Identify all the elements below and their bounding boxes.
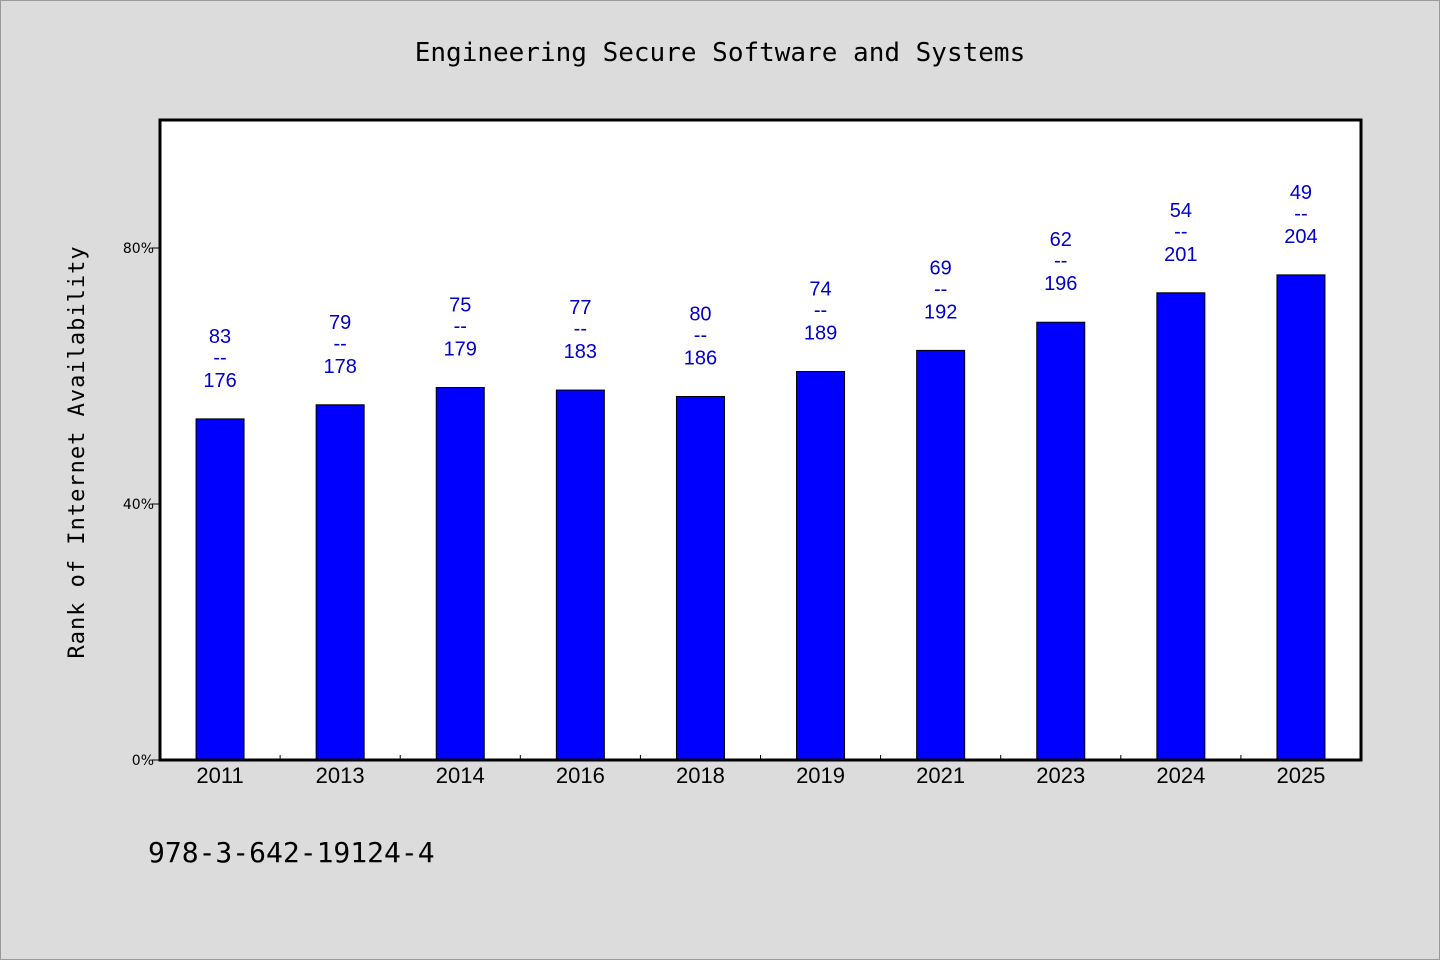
data-label-2021-bottom: 192	[924, 301, 957, 323]
data-label-2025-bottom: 204	[1284, 226, 1317, 248]
data-label-2019-sep: --	[814, 300, 827, 322]
data-label-2014-top: 75	[449, 295, 471, 317]
data-label-2019-bottom: 189	[804, 323, 837, 345]
data-label-2021-sep: --	[934, 278, 947, 300]
x-tick-label-2016: 2016	[556, 763, 605, 788]
data-label-2016-sep: --	[574, 318, 587, 340]
data-label-2011-bottom: 176	[203, 370, 236, 392]
bar-2024	[1156, 292, 1206, 761]
bar-2011	[195, 418, 245, 761]
isbn-footer: 978-3-642-19124-4	[148, 836, 435, 869]
data-label-2013-top: 79	[329, 312, 351, 334]
x-tick-label-2021: 2021	[916, 763, 965, 788]
x-tick-label-2024: 2024	[1156, 763, 1205, 788]
y-tick-label-0: 0%	[132, 753, 154, 769]
x-tick-label-2019: 2019	[796, 763, 845, 788]
data-label-2025-sep: --	[1294, 203, 1307, 225]
data-label-2023-bottom: 196	[1044, 273, 1077, 295]
data-label-2018-sep: --	[694, 324, 707, 346]
data-label-2011-top: 83	[209, 326, 231, 348]
axis-layer: 2011 2013 2014 2016 2018 2019 2021 2023 2024 2025…	[123, 241, 1326, 788]
data-label-2025-top: 49	[1290, 182, 1312, 204]
x-tick-label-2014: 2014	[436, 763, 485, 788]
bar-2021	[916, 349, 966, 761]
y-tick-label-40: 40%	[123, 497, 154, 513]
plot-border	[158, 118, 1363, 762]
data-label-2023-sep: --	[1054, 250, 1067, 272]
data-label-2021-top: 69	[930, 257, 952, 279]
x-tick-label-2013: 2013	[316, 763, 365, 788]
x-tick-label-2023: 2023	[1036, 763, 1085, 788]
x-tick-label-2018: 2018	[676, 763, 725, 788]
bar-2025	[1276, 274, 1326, 761]
bar-2018	[675, 395, 725, 761]
bar-2013	[315, 404, 365, 761]
data-label-2014-sep: --	[454, 316, 467, 338]
data-labels-layer: 83--17679--17875--17977--18380--18674--1…	[203, 182, 1317, 392]
data-label-2024-sep: --	[1174, 221, 1187, 243]
data-label-2014-bottom: 179	[444, 339, 477, 361]
data-label-2023-top: 62	[1050, 229, 1072, 251]
y-tick-label-80: 80%	[123, 241, 154, 257]
data-label-2024-bottom: 201	[1164, 244, 1197, 266]
data-label-2019-top: 74	[809, 279, 831, 301]
bars-layer	[195, 274, 1326, 761]
chart-title: Engineering Secure Software and Systems	[415, 38, 1025, 68]
data-label-2013-bottom: 178	[323, 356, 356, 378]
y-axis-label: Rank of Internet Availability	[65, 245, 90, 658]
bar-2019	[796, 371, 846, 761]
data-label-2013-sep: --	[333, 333, 346, 355]
x-tick-label-2025: 2025	[1276, 763, 1325, 788]
bar-2016	[555, 389, 605, 761]
data-label-2011-sep: --	[213, 347, 226, 369]
data-label-2024-top: 54	[1170, 200, 1192, 222]
x-tick-label-2011: 2011	[196, 763, 243, 788]
bar-2023	[1036, 321, 1086, 761]
data-label-2016-bottom: 183	[564, 341, 597, 363]
data-label-2018-bottom: 186	[684, 347, 717, 369]
data-label-2016-top: 77	[569, 297, 591, 319]
data-label-2018-top: 80	[689, 303, 711, 325]
bar-2014	[435, 387, 485, 761]
